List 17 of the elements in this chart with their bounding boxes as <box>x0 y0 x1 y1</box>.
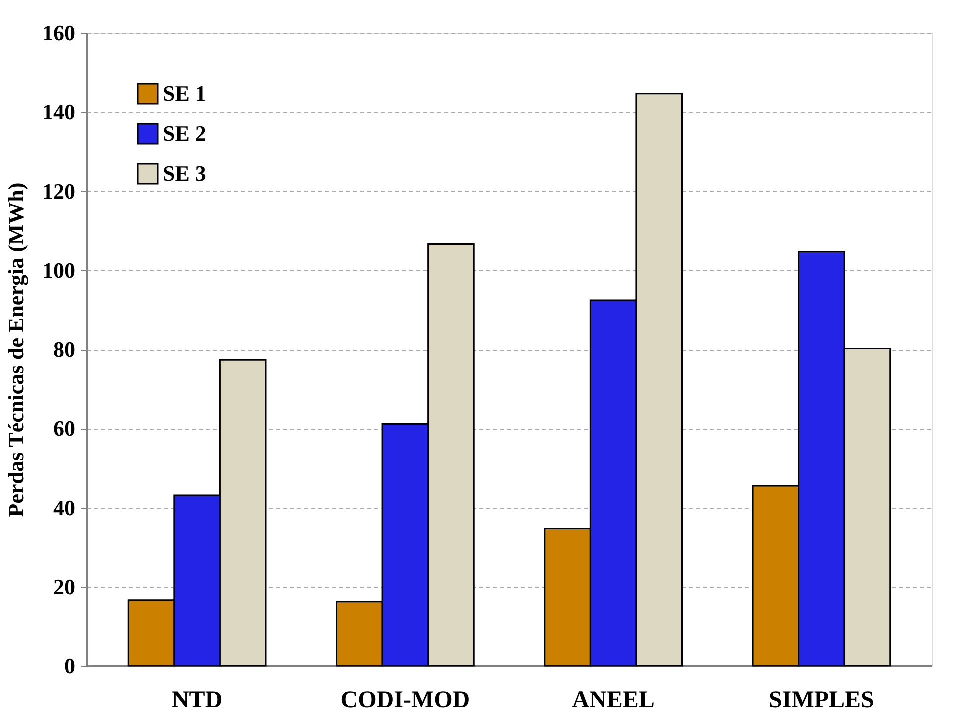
y-tick-label: 0 <box>64 654 76 678</box>
y-tick-label: 40 <box>54 495 76 520</box>
y-tick-label: 20 <box>54 574 76 600</box>
y-tick-label: 120 <box>42 178 76 204</box>
x-tick-label: NTD <box>172 688 223 714</box>
y-tick-label: 60 <box>54 416 76 442</box>
y-tick-label: 160 <box>42 20 76 46</box>
x-tick-label: ANEEL <box>572 688 655 714</box>
y-tick-label: 100 <box>42 258 76 283</box>
y-axis-title: Perdas Técnicas de Energia (MWh) <box>4 182 28 518</box>
legend-label: SE 3 <box>163 161 206 186</box>
x-tick-label: SIMPLES <box>769 688 874 714</box>
x-tick-label: CODI-MOD <box>340 688 470 714</box>
legend-label: SE 1 <box>163 81 206 106</box>
y-tick-label: 140 <box>42 100 76 125</box>
y-tick-label: 80 <box>54 337 76 362</box>
legend-label: SE 2 <box>163 121 206 146</box>
